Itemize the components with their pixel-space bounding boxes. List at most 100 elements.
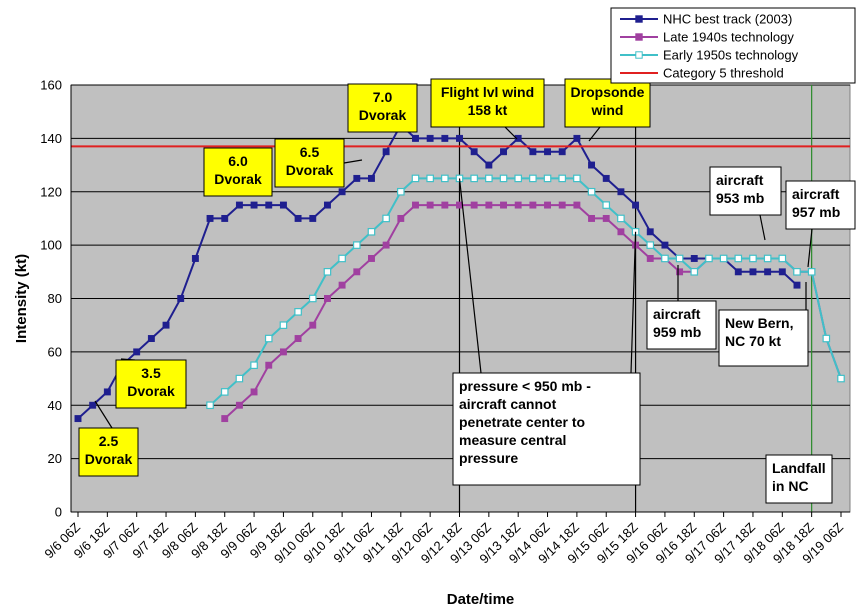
annotation-box [564,78,651,128]
data-point [382,241,390,249]
y-tick-label: 80 [48,291,62,306]
annotation-text: 953 mb [716,190,764,206]
data-point [749,268,757,276]
data-point [661,254,669,263]
annotation-text: penetrate center to [459,414,585,430]
annotation-text: wind [591,102,624,118]
data-point [749,254,757,263]
annotations: 2.5 Dvorak 3.5 Dvorak 6.0 Dvorak 6.5 Dvorak 7.0 D… [78,78,856,504]
annotation-text: NC 70 kt [725,333,781,349]
annotation-text: 7.0 [373,89,393,105]
y-tick-label: 60 [48,344,62,359]
data-point [206,214,214,222]
data-point [793,281,801,289]
data-point [426,201,434,209]
annotation-text: Landfall [772,460,826,476]
data-point [382,214,390,223]
data-point [441,201,449,209]
data-point [470,148,478,156]
data-point [338,188,346,196]
data-point [368,174,375,182]
annotation-text: measure central [459,432,566,448]
data-point [412,134,419,142]
data-point [646,255,654,262]
data-point [279,348,287,356]
x-axis-title: Date/time [447,591,515,608]
data-point [412,201,419,209]
annotation-box [430,78,545,128]
data-point [675,254,684,263]
ann-6-0-dvorak: 6.0 Dvorak [203,147,273,197]
annotation-connectors [94,126,813,429]
data-point [367,227,376,236]
data-point [235,201,243,209]
data-point [588,161,596,169]
data-point [74,415,82,423]
data-point [294,335,302,342]
y-tick-label: 20 [48,451,62,466]
ann-aircraft-953: aircraft 953 mb [709,166,782,216]
data-point [544,201,551,209]
data-point [602,201,611,209]
data-point [646,228,654,236]
data-point [133,348,141,356]
data-point [323,201,331,209]
data-point [353,268,361,276]
annotation-box [765,454,833,504]
legend-label: NHC best track (2003) [663,12,792,27]
legend-label: Early 1950s technology [663,48,799,63]
annotation-text: Dvorak [214,171,262,187]
data-point [837,374,845,383]
annotation-text: aircraft [792,186,840,202]
annotation-box [347,83,418,133]
data-point [353,174,361,182]
data-point [690,255,698,262]
annotation-box [115,359,187,409]
ann-pressure: pressure < 950 mb - aircraft cannot penetr… [452,372,641,486]
y-tick-label: 100 [40,238,62,253]
annotation-box [718,309,809,367]
data-point [426,134,434,142]
data-point [221,415,229,423]
data-point [485,174,493,183]
legend-item: Early 1950s technology [620,48,799,63]
legend-item: Category 5 threshold [620,66,784,81]
annotation-box [646,300,717,350]
data-point [734,268,742,276]
annotation-text: Dropsonde [571,84,645,100]
data-point [294,308,302,316]
annotation-text: aircraft [653,306,701,322]
data-point [470,174,478,183]
data-point [705,254,713,263]
data-point [323,295,331,302]
data-point [734,254,743,263]
data-point [265,201,273,209]
data-point [676,268,684,276]
legend: NHC best track (2003) Late 1940s technolo… [610,7,856,84]
data-point [221,214,229,222]
annotation-text: 6.0 [228,153,248,169]
data-point [147,335,155,342]
annotation-text: New Bern, [725,315,793,331]
data-point [235,401,243,409]
data-point [763,254,772,263]
data-point [617,228,625,236]
data-point [558,148,566,156]
data-point [719,254,728,263]
data-point [573,174,581,183]
data-point [573,201,581,209]
data-point [220,388,229,396]
annotation-text: aircraft cannot [459,396,557,412]
data-point [441,174,449,183]
pressure-connector-right [630,231,637,374]
ann-2-5-dvorak-connector [94,400,113,429]
data-point [558,174,567,183]
data-point [368,255,375,262]
ann-6-5-dvorak-connector [343,159,363,164]
pressure-connector-left [458,178,482,374]
data-point [543,174,552,183]
data-point [352,241,361,249]
data-point [485,201,493,209]
data-point [177,295,185,302]
